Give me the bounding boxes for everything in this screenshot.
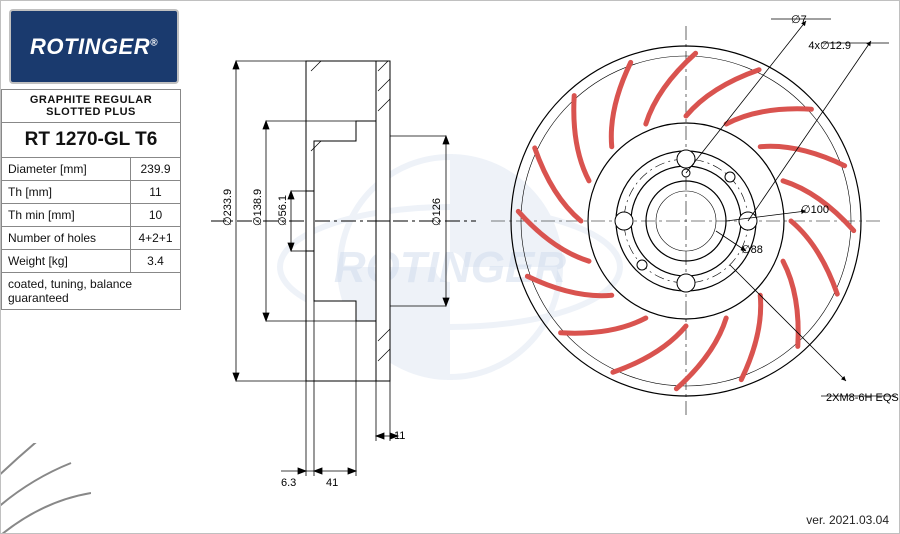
brand-logo: ROTINGER® [9,9,179,84]
corner-decoration [1,443,91,533]
dim-w11: 11 [394,430,405,442]
technical-drawing: ∅233.9 ∅138.9 ∅56.1 ∅126 11 41 6.3 [186,1,900,511]
product-note: coated, tuning, balance guaranteed [2,273,181,310]
dim-d138: ∅138.9 [252,189,264,226]
table-row: Th min [mm]10 [2,204,181,227]
table-row: Diameter [mm]239.9 [2,158,181,181]
dim-d126: ∅126 [431,198,443,226]
small-hole-label: ∅7 [791,14,807,26]
dim-w63: 6.3 [281,477,296,489]
bolt-label: 4x∅12.9 [808,40,851,52]
spec-table: GRAPHITE REGULAR SLOTTED PLUS RT 1270-GL… [1,89,181,310]
table-row: Th [mm]11 [2,181,181,204]
dim-w41: 41 [326,477,338,489]
table-row: Weight [kg]3.4 [2,250,181,273]
hub-d-label: ∅100 [801,204,829,216]
table-row: Number of holes4+2+1 [2,227,181,250]
part-number: RT 1270-GL T6 [2,123,181,158]
front-view: ∅7 4x∅12.9 2XM8-6H EQS ∅100 ∅88 [471,1,900,441]
brand-name: ROTINGER [30,34,150,59]
version-label: ver. 2021.03.04 [806,513,889,527]
side-view: ∅233.9 ∅138.9 ∅56.1 ∅126 11 41 6.3 [186,1,476,501]
dim-d233: ∅233.9 [222,189,234,226]
product-title: GRAPHITE REGULAR SLOTTED PLUS [2,90,181,123]
thread-label: 2XM8-6H EQS [826,392,899,404]
dim-d56: ∅56.1 [277,195,289,226]
flange-d-label: ∅88 [741,244,763,256]
